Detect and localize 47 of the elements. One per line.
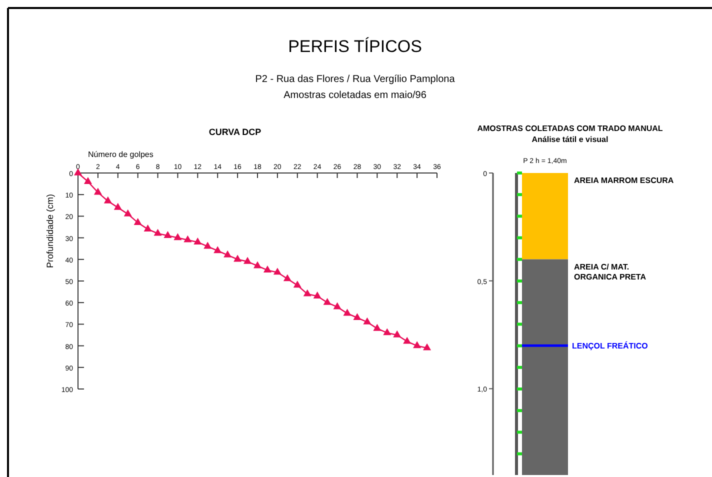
text: PERFIS TÍPICOS <box>288 37 422 56</box>
point <box>214 246 222 254</box>
point <box>104 196 112 204</box>
point <box>323 298 332 305</box>
series-label: AREIA C/ MAT. ORGANICA PRETA <box>574 262 646 282</box>
point <box>363 317 372 324</box>
point <box>124 209 132 216</box>
point <box>333 302 342 310</box>
point <box>393 330 402 338</box>
point <box>154 228 162 236</box>
y-axis-title: Profundidade (cm) <box>45 194 55 268</box>
point <box>313 291 322 298</box>
chart-title: CURVA DCP <box>208 127 262 137</box>
point <box>244 256 252 264</box>
point <box>234 254 242 262</box>
point <box>253 261 262 268</box>
point <box>224 250 232 258</box>
point <box>263 266 272 273</box>
point <box>94 188 102 195</box>
text: Amostras coletadas em maio/96 <box>284 90 427 101</box>
series-label: AREIA MARROM ESCURA <box>574 176 674 185</box>
point <box>383 328 392 336</box>
ref-line-label: LENÇOL FREÁTICO <box>572 340 648 351</box>
point <box>423 343 432 350</box>
point <box>194 237 202 244</box>
point <box>74 168 82 176</box>
point <box>293 280 302 288</box>
point <box>84 176 92 184</box>
text: P2 - Rua das Flores / Rua Vergílio Pamplona <box>255 74 456 85</box>
chart-subtitle: Análise tátil e visual <box>532 135 608 144</box>
point <box>204 242 212 249</box>
chart-title: AMOSTRAS COLETADAS COM TRADO MANUAL <box>477 124 663 133</box>
point <box>273 268 282 275</box>
point <box>114 202 122 210</box>
point <box>403 336 412 344</box>
point <box>134 218 142 225</box>
point <box>413 341 422 348</box>
point <box>283 274 292 282</box>
point <box>184 235 192 242</box>
point <box>343 308 352 316</box>
point <box>353 313 362 320</box>
x-axis-title: Número de golpes <box>88 150 154 159</box>
point <box>144 224 152 232</box>
point <box>303 289 312 296</box>
point <box>164 230 172 238</box>
point <box>373 324 382 331</box>
point <box>174 233 182 240</box>
